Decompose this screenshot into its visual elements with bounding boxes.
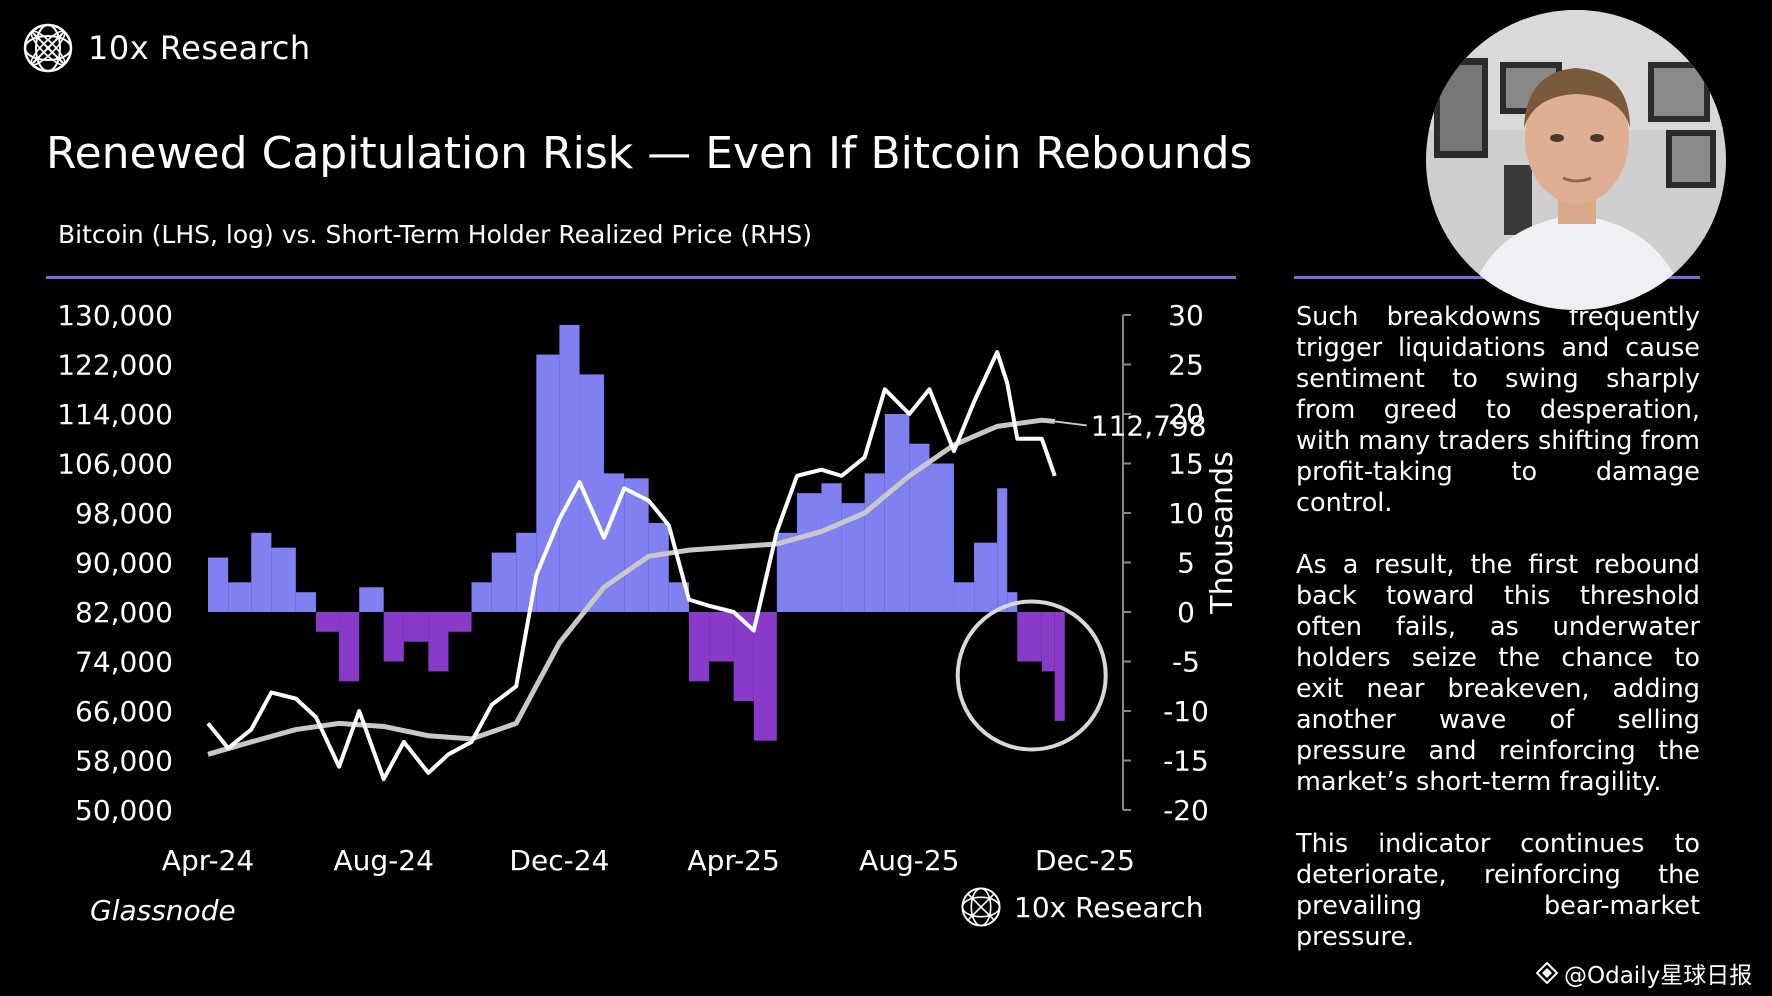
bar — [1054, 612, 1065, 721]
bar — [316, 612, 340, 632]
commentary: Such breakdowns frequently trigger liqui… — [1296, 302, 1700, 984]
commentary-paragraph: This indicator continues to deteriorate,… — [1296, 829, 1700, 952]
bar — [709, 612, 734, 662]
chart-source: Glassnode — [90, 894, 236, 927]
bar — [251, 532, 272, 612]
bar — [796, 493, 822, 612]
left-axis-tick-label: 74,000 — [75, 646, 173, 679]
bar — [1017, 612, 1042, 662]
right-axis-tick-label: 0 — [1177, 596, 1195, 629]
chart-brand-name: 10x Research — [1014, 890, 1204, 924]
chart-brand: 10x Research — [960, 886, 1204, 928]
bar — [776, 532, 797, 612]
annotation-label: 112,798 — [1091, 409, 1207, 442]
diamond-icon — [1536, 962, 1558, 984]
bar — [733, 612, 754, 702]
right-axis-tick-label: -15 — [1163, 745, 1209, 778]
x-axis-tick-label: Aug-24 — [333, 844, 433, 877]
bar — [688, 612, 710, 682]
right-axis-tick-label: -5 — [1172, 646, 1200, 679]
right-axis-tick-label: 10 — [1168, 497, 1204, 530]
bar — [1041, 612, 1055, 672]
presenter-avatar — [1426, 10, 1726, 310]
globe-grid-icon — [961, 887, 1001, 927]
right-axis-tick-label: 25 — [1168, 349, 1204, 382]
left-axis-tick-label: 90,000 — [75, 547, 173, 580]
bar — [648, 522, 669, 612]
commentary-paragraph: As a result, the first rebound back towa… — [1296, 550, 1700, 797]
left-axis-tick-label: 50,000 — [75, 794, 173, 827]
bar — [974, 542, 998, 612]
right-axis-tick-label: 30 — [1168, 299, 1204, 332]
bar — [841, 503, 865, 612]
left-axis-tick-label: 130,000 — [57, 299, 173, 332]
brand-logo: 10x Research — [22, 22, 311, 74]
right-axis-tick-label: -10 — [1163, 695, 1209, 728]
right-axis-tick-label: 20 — [1168, 398, 1204, 431]
presenter-video — [1426, 10, 1726, 310]
watermark: @Odaily星球日报 — [1536, 956, 1752, 990]
page-title: Renewed Capitulation Risk — Even If Bitc… — [46, 128, 1253, 179]
left-axis-tick-label: 122,000 — [57, 349, 173, 382]
right-axis-tick-label: 15 — [1168, 448, 1204, 481]
bar — [383, 612, 404, 662]
divider-left — [46, 276, 1236, 279]
bar — [668, 582, 689, 612]
x-axis-tick-label: Apr-25 — [687, 844, 779, 877]
bar — [997, 488, 1008, 612]
bar — [339, 612, 360, 682]
bar — [884, 414, 910, 612]
bar — [929, 463, 954, 612]
highlight-circle — [955, 599, 1108, 752]
right-axis-tick-label: -20 — [1163, 794, 1209, 827]
series-line-bitcoin — [206, 350, 1057, 782]
left-axis-tick-label: 82,000 — [75, 596, 173, 629]
bar — [753, 612, 777, 741]
left-axis-tick-label: 98,000 — [75, 497, 173, 530]
bar — [536, 354, 560, 612]
chart-subtitle: Bitcoin (LHS, log) vs. Short-Term Holder… — [58, 220, 812, 249]
bar — [559, 324, 580, 612]
left-axis-tick-label: 106,000 — [57, 448, 173, 481]
x-axis-tick-label: Apr-24 — [162, 844, 254, 877]
bar — [953, 582, 975, 612]
x-axis-tick-label: Aug-25 — [859, 844, 959, 877]
bar — [403, 612, 429, 642]
x-axis-tick-label: Dec-25 — [1035, 844, 1135, 877]
right-axis-tick-label: 5 — [1177, 547, 1195, 580]
bar — [491, 552, 517, 612]
bar — [228, 582, 252, 612]
left-axis-tick-label: 66,000 — [75, 695, 173, 728]
annotation-connector — [1054, 420, 1087, 427]
commentary-paragraph: Such breakdowns frequently trigger liqui… — [1296, 302, 1700, 518]
bar — [821, 483, 842, 612]
bar — [359, 587, 384, 612]
left-axis-tick-label: 114,000 — [57, 398, 173, 431]
bar — [864, 473, 885, 612]
bar — [909, 443, 930, 612]
right-axis-label: Thousands — [1205, 451, 1240, 614]
bar — [271, 547, 296, 612]
bar — [448, 612, 472, 632]
bar — [295, 592, 317, 612]
x-axis-tick-label: Dec-24 — [509, 844, 609, 877]
bar — [208, 557, 229, 612]
chart: 130,000 122,000 114,000 106,000 98,000 90,000… — [57, 299, 1240, 877]
brand-name: 10x Research — [88, 29, 311, 67]
bar — [471, 582, 492, 612]
watermark-text: @Odaily星球日报 — [1564, 963, 1753, 989]
bar — [428, 612, 449, 672]
left-axis-tick-label: 58,000 — [75, 745, 173, 778]
globe-grid-icon — [23, 23, 73, 73]
